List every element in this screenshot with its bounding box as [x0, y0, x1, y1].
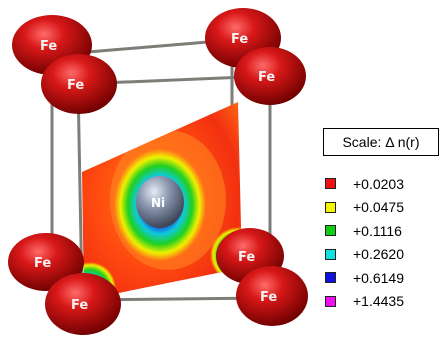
fe-atom-label: Fe — [71, 298, 88, 313]
fe-atom-front-bottom-right: Fe — [236, 266, 308, 326]
fe-atom-label: Fe — [34, 256, 51, 271]
legend-item: +0.1116 — [325, 219, 404, 243]
fe-atom-label: Fe — [258, 70, 275, 85]
legend-item: +1.4435 — [325, 290, 404, 314]
legend-label: +0.0203 — [353, 175, 404, 192]
legend-label: +0.6149 — [353, 269, 404, 286]
fe-atom-front-bottom-left: Fe — [45, 273, 121, 335]
legend-item: +0.2620 — [325, 243, 404, 267]
fe-atom-label: Fe — [231, 32, 248, 47]
legend-swatch — [325, 272, 336, 284]
fe-atom-front-top-right: Fe — [234, 47, 306, 105]
legend-item: +0.0203 — [325, 172, 404, 196]
legend-swatch — [325, 178, 336, 190]
fe-atom-label: Fe — [260, 290, 277, 305]
ni-atom: Ni — [136, 176, 184, 228]
fe-atom-label: Fe — [67, 78, 84, 93]
legend-title: Scale: Δ n(r) — [323, 128, 439, 156]
legend-label: +0.2620 — [353, 246, 404, 263]
legend-item: +0.6149 — [325, 266, 404, 290]
legend-swatch — [325, 225, 336, 237]
legend-label: +0.1116 — [353, 222, 402, 239]
legend: +0.0203 +0.0475 +0.1116 +0.2620 +0.6149 +1.44… — [325, 172, 404, 313]
legend-item: +0.0475 — [325, 196, 404, 220]
legend-swatch — [325, 201, 336, 213]
legend-swatch — [325, 248, 336, 260]
legend-label: +1.4435 — [353, 293, 404, 310]
legend-swatch — [325, 295, 336, 307]
fe-atom-front-top-left: Fe — [41, 54, 117, 114]
ni-atom-label: Ni — [151, 196, 165, 210]
fe-atom-label: Fe — [238, 250, 255, 265]
legend-label: +0.0475 — [353, 199, 404, 216]
fe-atom-back-bottom-left: Fe — [8, 233, 84, 291]
fe-atom-label: Fe — [40, 39, 57, 54]
